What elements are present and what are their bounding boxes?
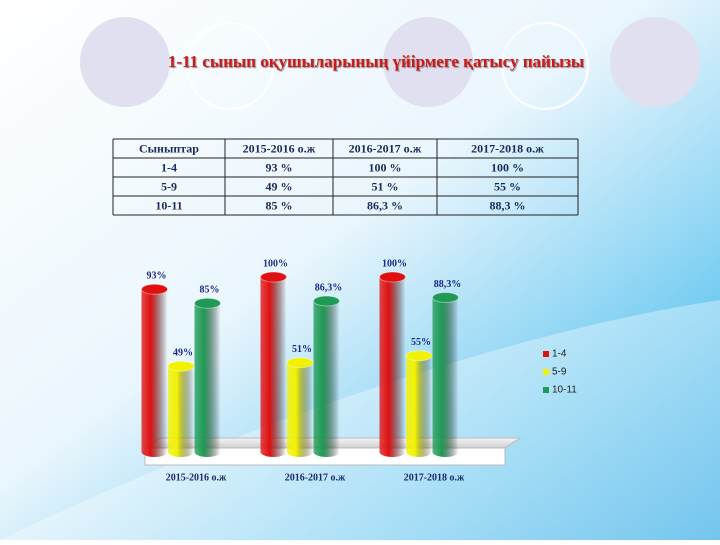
data-label: 100% — [263, 258, 288, 269]
table-cell: 49 % — [266, 179, 293, 193]
table-cell: 100 % — [369, 160, 402, 174]
bar-top — [260, 271, 287, 283]
x-tick-label: 2017-2018 о.ж — [404, 472, 465, 483]
deco-circle — [186, 22, 274, 110]
deco-circle — [383, 17, 473, 107]
legend-swatch — [543, 351, 549, 357]
table-header: 2015-2016 о.ж — [243, 141, 316, 155]
bar-top — [313, 295, 340, 307]
bar — [194, 303, 221, 457]
legend-swatch — [543, 369, 549, 375]
chart: 93% 100% 100% 1-4 49% 51% 55% 5-9 85% 86,3% 88,3% 1… — [141, 258, 577, 483]
table-cell: 5-9 — [161, 179, 177, 193]
data-label: 100% — [382, 258, 407, 269]
bar-top — [141, 283, 168, 295]
table-cell: 86,3 % — [367, 198, 403, 212]
legend-label: 5-9 — [552, 367, 567, 378]
bar-top — [432, 291, 459, 303]
table-header: Сыныптар — [139, 141, 199, 155]
table-header: 2017-2018 о.ж — [471, 141, 544, 155]
x-tick-label: 2016-2017 о.ж — [285, 472, 346, 483]
table-cell: 93 % — [266, 160, 293, 174]
bar-top — [194, 297, 221, 309]
bar — [313, 300, 340, 457]
table-cell: 1-4 — [161, 160, 177, 174]
data-label: 51% — [292, 344, 312, 355]
bar-top — [379, 271, 406, 283]
bar-top — [167, 360, 195, 372]
table-cell: 85 % — [266, 198, 293, 212]
x-tick-label: 2015-2016 о.ж — [166, 472, 227, 483]
table: Сыныптар 2015-2016 о.ж 2016-2017 о.ж 2017-2… — [112, 138, 579, 216]
legend-swatch — [543, 387, 549, 393]
bar — [406, 355, 432, 457]
data-label: 88,3% — [434, 279, 462, 290]
data-label: 49% — [173, 348, 193, 359]
deco-circle — [610, 17, 700, 107]
legend-label: 10-11 — [552, 385, 577, 396]
table-cell: 88,3 % — [490, 198, 526, 212]
deco-circle — [80, 17, 170, 107]
table-cell: 100 % — [491, 160, 524, 174]
bar-top — [286, 357, 314, 369]
data-label: 93% — [147, 271, 167, 282]
swoosh — [0, 300, 720, 540]
bar-top — [405, 350, 433, 362]
data-label: 55% — [411, 337, 431, 348]
bar — [141, 289, 168, 457]
legend-label: 1-4 — [552, 349, 567, 360]
bar — [432, 297, 459, 457]
bar — [168, 366, 194, 457]
table-cell: 10-11 — [155, 198, 182, 212]
data-label: 86,3% — [315, 282, 343, 293]
table-cell: 55 % — [494, 179, 521, 193]
bar — [287, 362, 313, 457]
deco-circle — [501, 22, 589, 110]
table-header: 2016-2017 о.ж — [349, 141, 422, 155]
bar — [379, 277, 406, 457]
table-cell: 51 % — [372, 179, 399, 193]
bar — [260, 277, 287, 457]
data-label: 85% — [200, 285, 220, 296]
slide-title: 1-11 сынып оқушыларының үйірмеге қатысу … — [168, 52, 584, 71]
